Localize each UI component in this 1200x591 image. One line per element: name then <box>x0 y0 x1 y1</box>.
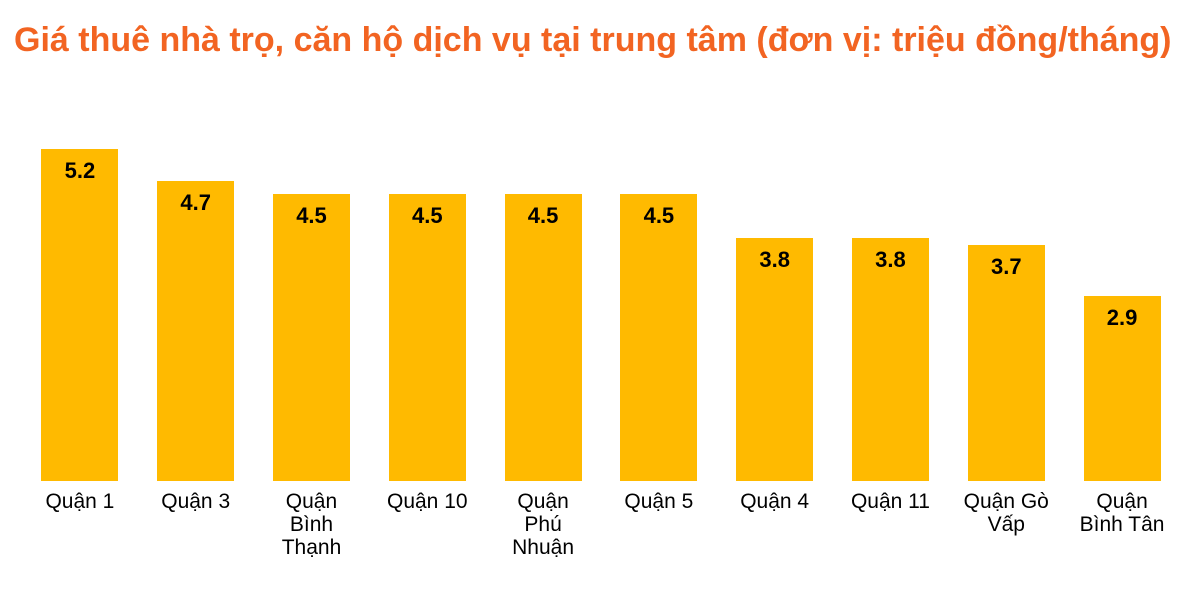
bar: 3.7 <box>967 244 1045 481</box>
category-label: Quận Phú Nhuận <box>512 489 575 559</box>
category-label-cell: Quận Phú Nhuận <box>485 490 601 559</box>
bar-value-label: 4.5 <box>296 202 327 228</box>
category-label: Quận 4 <box>740 489 810 513</box>
category-label: Quận 3 <box>161 489 231 513</box>
bar: 3.8 <box>736 237 814 481</box>
bar: 5.2 <box>41 148 119 481</box>
bar-value-label: 3.8 <box>759 246 790 272</box>
bar: 4.5 <box>620 193 698 481</box>
bar-column: 3.8 <box>717 149 833 481</box>
bar-value-label: 4.5 <box>411 202 443 228</box>
category-label-cell: Quận 5 <box>601 490 717 559</box>
bar: 4.5 <box>388 193 466 481</box>
bar-column: 3.7 <box>948 149 1064 481</box>
bar: 2.9 <box>1083 295 1161 481</box>
bar-value-label: 3.8 <box>875 246 906 272</box>
bar: 4.5 <box>272 193 350 481</box>
bar-column: 4.7 <box>138 149 254 481</box>
category-label: Quận Bình Thạnh <box>281 489 342 559</box>
bar-column: 3.8 <box>833 149 949 481</box>
bar-column: 5.2 <box>22 148 138 481</box>
bar-column: 4.5 <box>485 149 601 481</box>
bar-value-label: 3.7 <box>990 253 1022 279</box>
category-label: Quận 5 <box>624 489 694 513</box>
category-label-cell: Quận Gò Vấp <box>948 490 1064 559</box>
bar-value-label: 4.5 <box>643 202 675 228</box>
category-axis: Quận 1 Quận 3 Quận Bình Thạnh Quận 10 Quận P… <box>22 490 1180 559</box>
category-label-cell: Quận 10 <box>369 490 485 559</box>
bar-column: 2.9 <box>1064 149 1180 481</box>
category-label-cell: Quận 1 <box>22 490 138 559</box>
bar: 4.5 <box>504 193 582 481</box>
category-label: Quận 11 <box>850 489 930 513</box>
bar: 4.7 <box>157 180 235 481</box>
chart-area: 5.2 4.7 4.5 4.5 4.5 4.5 3.8 3.8 3.7 2.9 Quận 1 Quậ… <box>22 148 1180 559</box>
category-label: Quận 10 <box>386 489 468 513</box>
bar: 3.8 <box>851 237 929 481</box>
category-label-cell: Quận 11 <box>833 490 949 559</box>
bar-value-label: 2.9 <box>1106 304 1138 330</box>
category-label-cell: Quận 4 <box>717 490 833 559</box>
category-label: Quận 1 <box>45 489 115 513</box>
category-label: Quận Gò Vấp <box>963 489 1049 536</box>
category-label-cell: Quận Bình Thạnh <box>254 490 370 559</box>
bar-value-label: 4.7 <box>180 189 211 215</box>
category-label: Quận Bình Tân <box>1079 489 1165 536</box>
bars-plot-area: 5.2 4.7 4.5 4.5 4.5 4.5 3.8 3.8 3.7 2.9 <box>22 148 1180 481</box>
bar-value-label: 5.2 <box>64 157 96 183</box>
bar-value-label: 4.5 <box>527 202 559 228</box>
category-label-cell: Quận 3 <box>138 490 254 559</box>
bar-column: 4.5 <box>601 149 717 481</box>
bar-column: 4.5 <box>254 149 370 481</box>
bar-column: 4.5 <box>369 149 485 481</box>
chart-title: Giá thuê nhà trọ, căn hộ dịch vụ tại tru… <box>14 21 1172 59</box>
category-label-cell: Quận Bình Tân <box>1064 490 1180 559</box>
